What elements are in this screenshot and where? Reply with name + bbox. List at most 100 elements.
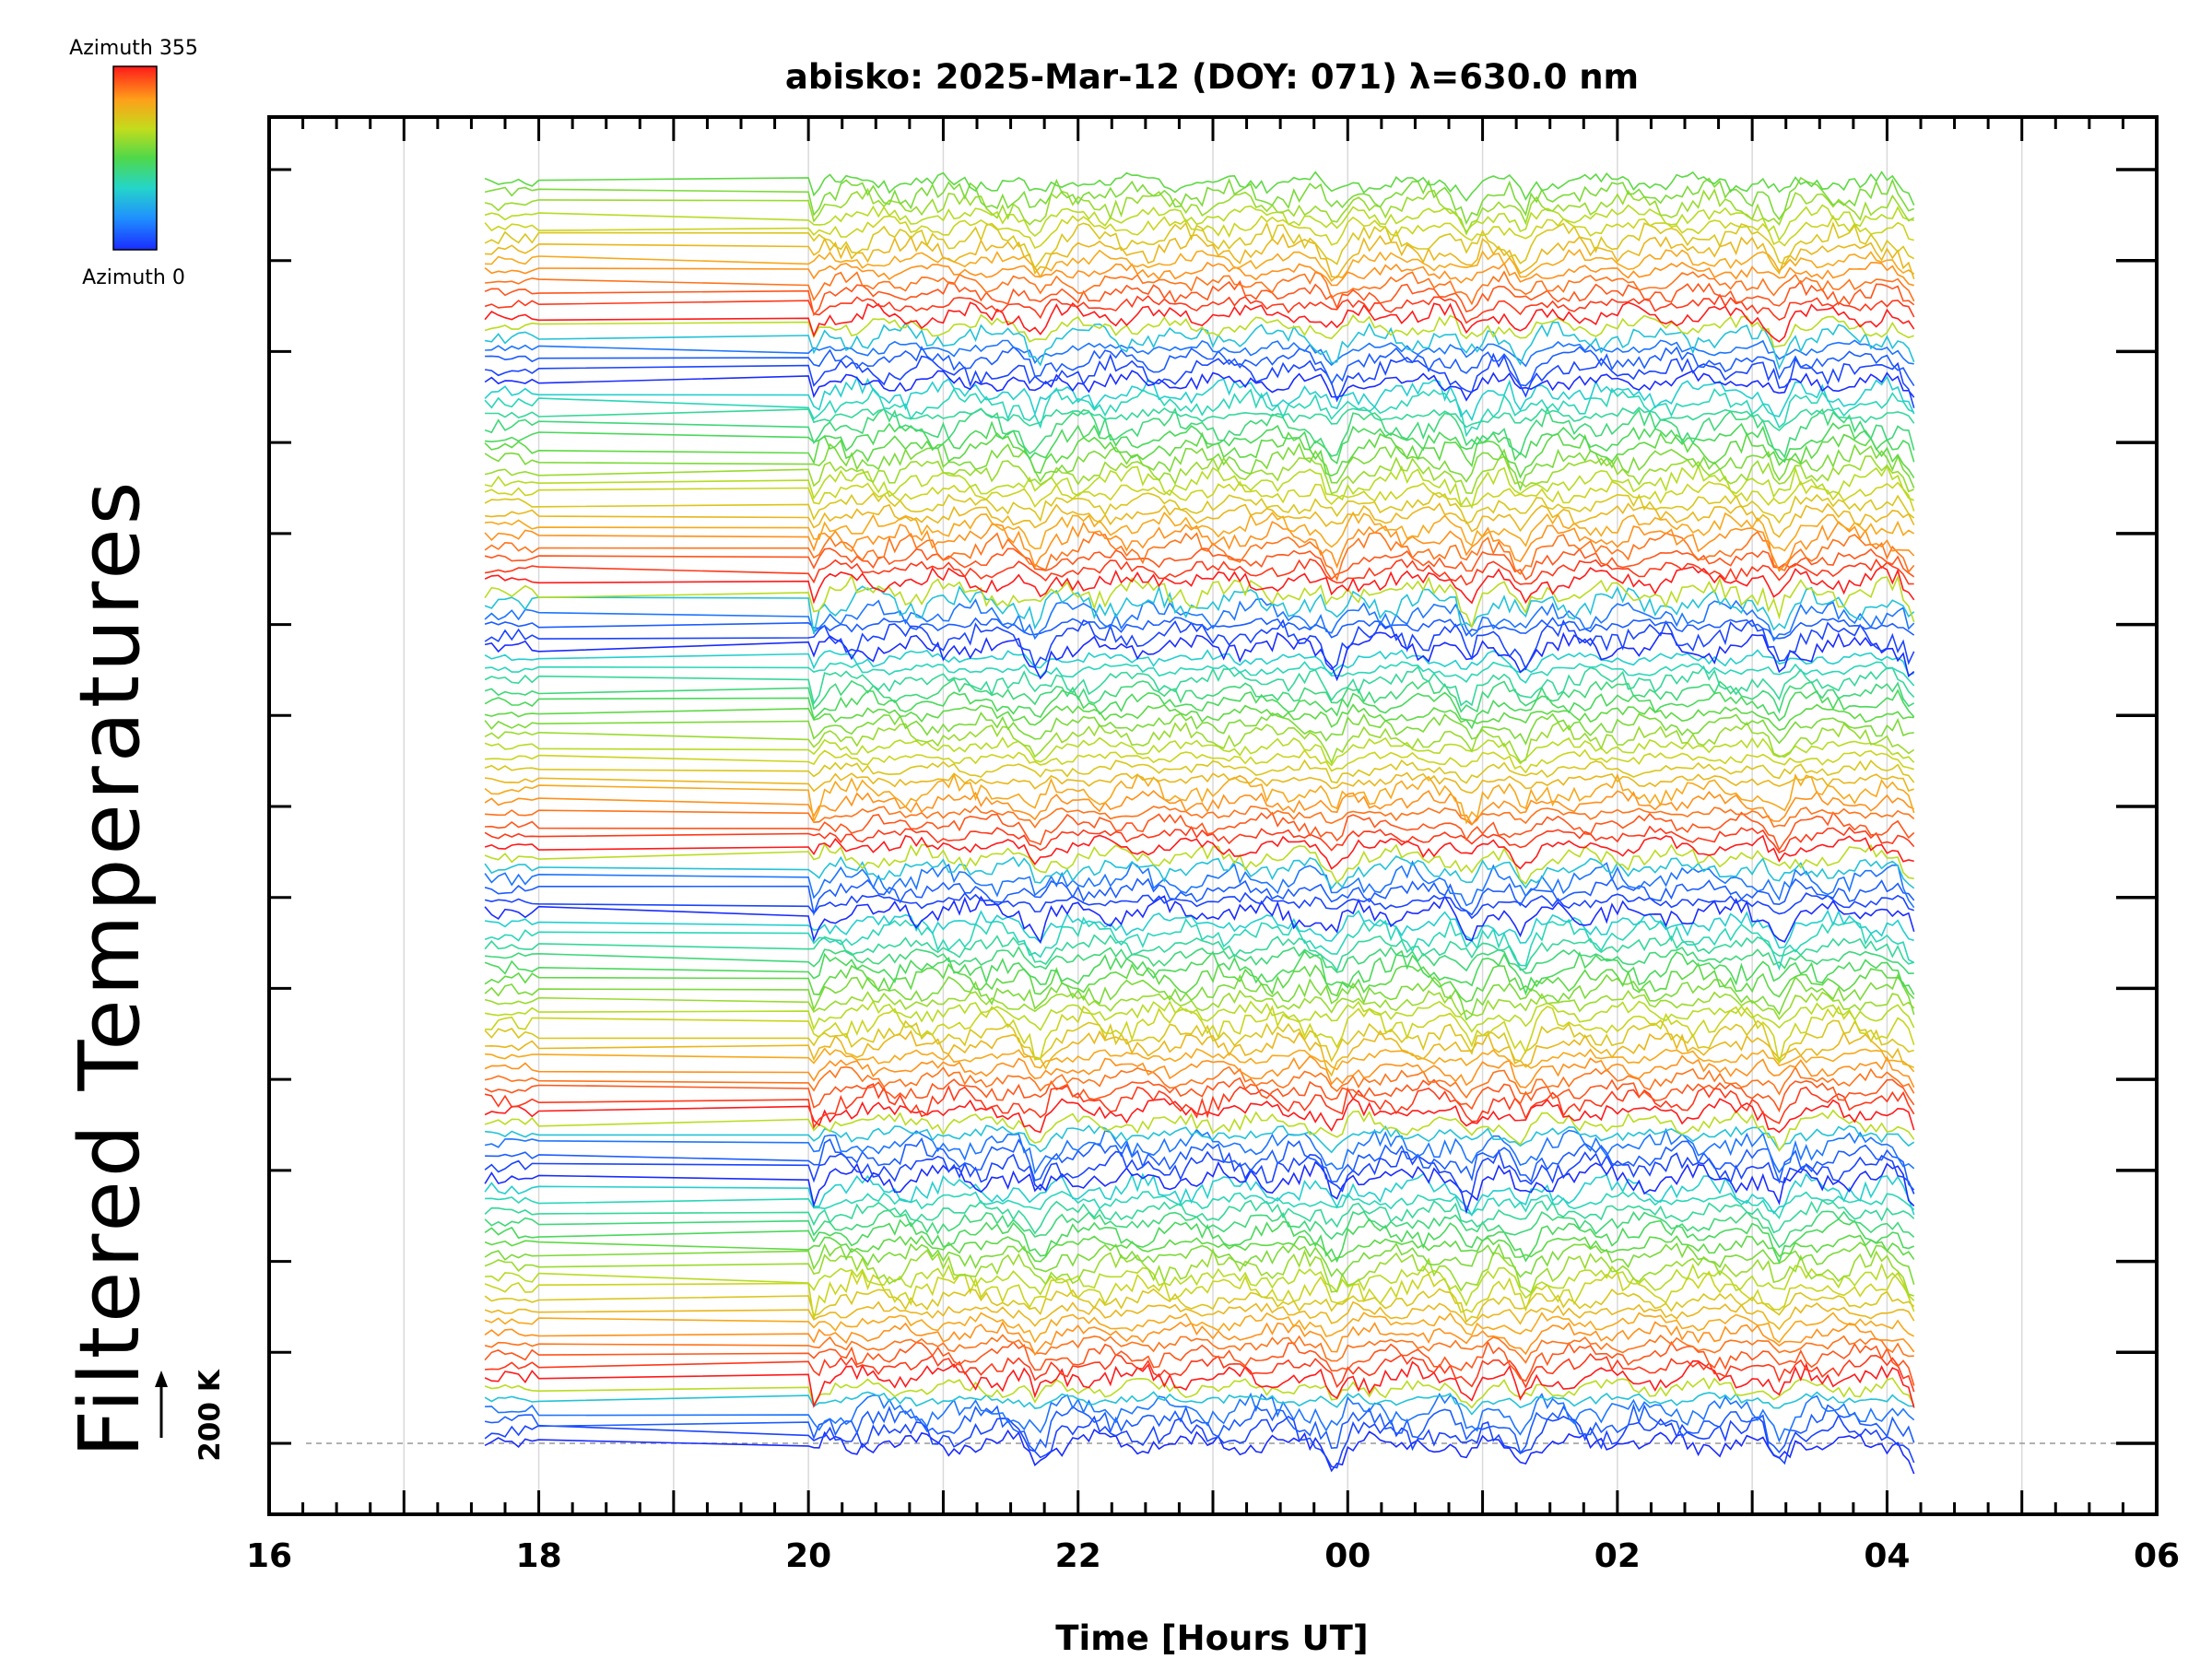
series-line bbox=[484, 842, 1914, 886]
series-line bbox=[484, 406, 1915, 459]
series-line bbox=[484, 855, 1915, 890]
x-tick-label: 16 bbox=[246, 1537, 292, 1575]
series-line bbox=[484, 1403, 1915, 1455]
colorbar: Azimuth 355 Azimuth 0 bbox=[69, 37, 198, 289]
series-line bbox=[484, 1209, 1915, 1249]
series-line bbox=[484, 573, 1915, 630]
scale-bar-arrowhead bbox=[155, 1371, 168, 1387]
series-line bbox=[484, 1288, 1915, 1324]
series-line bbox=[484, 375, 1915, 422]
series-line bbox=[484, 1172, 1915, 1218]
series-line bbox=[485, 502, 1915, 538]
series-line bbox=[484, 759, 1915, 784]
scale-bar-label: 200 K bbox=[194, 1369, 227, 1462]
x-tick-label: 00 bbox=[1324, 1537, 1371, 1575]
series-line bbox=[484, 1199, 1915, 1235]
series-line bbox=[484, 491, 1915, 524]
chart-title: abisko: 2025-Mar-12 (DOY: 071) λ=630.0 n… bbox=[785, 57, 1639, 97]
series-line bbox=[484, 558, 1914, 586]
axis-ticks bbox=[267, 117, 2159, 1514]
series-line bbox=[484, 790, 1915, 826]
series-line bbox=[484, 1391, 1914, 1416]
series-line bbox=[485, 748, 1914, 774]
series-line bbox=[484, 617, 1915, 640]
series-line bbox=[484, 618, 1915, 671]
x-tick-label: 20 bbox=[785, 1537, 831, 1575]
series-line bbox=[484, 1377, 1915, 1409]
series-line bbox=[484, 1160, 1915, 1215]
series-line bbox=[484, 772, 1915, 825]
series-line bbox=[484, 370, 1915, 402]
scale-bar: 200 K bbox=[155, 1369, 227, 1462]
series-line bbox=[485, 406, 1915, 432]
x-tick-label: 06 bbox=[2134, 1537, 2180, 1575]
colorbar-bottom-label: Azimuth 0 bbox=[82, 266, 185, 289]
series-line bbox=[484, 1414, 1915, 1469]
series-line bbox=[484, 1340, 1915, 1386]
series-line bbox=[484, 480, 1915, 512]
series-line bbox=[485, 420, 1915, 465]
series-line bbox=[484, 891, 1914, 920]
series-line bbox=[484, 1247, 1914, 1297]
series-line bbox=[484, 677, 1915, 714]
series-line bbox=[484, 1321, 1915, 1357]
series-line bbox=[484, 825, 1915, 854]
series-line bbox=[484, 1334, 1914, 1364]
series-line bbox=[484, 1218, 1915, 1265]
series-line bbox=[484, 1127, 1915, 1175]
series-line bbox=[485, 661, 1915, 687]
series-line bbox=[484, 1241, 1915, 1286]
series-line bbox=[484, 665, 1915, 707]
series-line bbox=[484, 1428, 1915, 1475]
vertical-grid bbox=[403, 117, 2023, 1514]
series-line bbox=[484, 860, 1915, 909]
series-line bbox=[485, 1047, 1915, 1073]
series-line bbox=[484, 834, 1914, 870]
series-line bbox=[484, 736, 1915, 767]
series-lines bbox=[484, 171, 1915, 1475]
y-axis-label: Filtered Temperatures bbox=[62, 477, 159, 1457]
series-line bbox=[485, 232, 1915, 280]
series-line bbox=[484, 530, 1915, 582]
x-tick-label: 18 bbox=[516, 1537, 562, 1575]
series-line bbox=[485, 771, 1914, 794]
series-line bbox=[484, 387, 1915, 438]
series-line bbox=[485, 511, 1915, 552]
series-line bbox=[485, 811, 1915, 852]
series-line bbox=[484, 1359, 1915, 1408]
series-line bbox=[485, 1352, 1915, 1393]
colorbar-gradient bbox=[112, 65, 158, 251]
series-line bbox=[485, 1005, 1915, 1064]
series-line bbox=[484, 909, 1914, 949]
series-line bbox=[484, 721, 1915, 765]
series-line bbox=[484, 547, 1915, 581]
series-line bbox=[484, 597, 1915, 642]
series-line bbox=[484, 1065, 1915, 1100]
series-line bbox=[484, 1269, 1915, 1320]
series-line bbox=[484, 464, 1915, 510]
x-tick-label: 04 bbox=[1864, 1537, 1910, 1575]
series-line bbox=[484, 989, 1915, 1021]
colorbar-top-label: Azimuth 355 bbox=[69, 37, 198, 60]
series-line bbox=[484, 1054, 1915, 1088]
series-line bbox=[485, 1392, 1915, 1443]
x-tick-label: 22 bbox=[1055, 1537, 1101, 1575]
series-line bbox=[485, 1030, 1915, 1077]
x-tick-labels: 16 18 20 22 00 02 04 06 bbox=[246, 1537, 2180, 1575]
series-line bbox=[484, 565, 1915, 605]
series-line bbox=[485, 805, 1915, 829]
series-line bbox=[484, 703, 1914, 732]
series-line bbox=[485, 1136, 1915, 1191]
series-line bbox=[484, 441, 1915, 492]
x-axis-label: Time [Hours UT] bbox=[1055, 1618, 1368, 1658]
series-line bbox=[484, 279, 1915, 317]
series-line bbox=[484, 204, 1914, 241]
x-tick-label: 02 bbox=[1594, 1537, 1641, 1575]
series-line bbox=[484, 176, 1914, 226]
series-line bbox=[484, 214, 1914, 250]
series-line bbox=[485, 270, 1915, 306]
series-line bbox=[484, 352, 1915, 408]
series-line bbox=[484, 999, 1915, 1033]
series-line bbox=[484, 649, 1914, 677]
series-line bbox=[484, 301, 1915, 343]
